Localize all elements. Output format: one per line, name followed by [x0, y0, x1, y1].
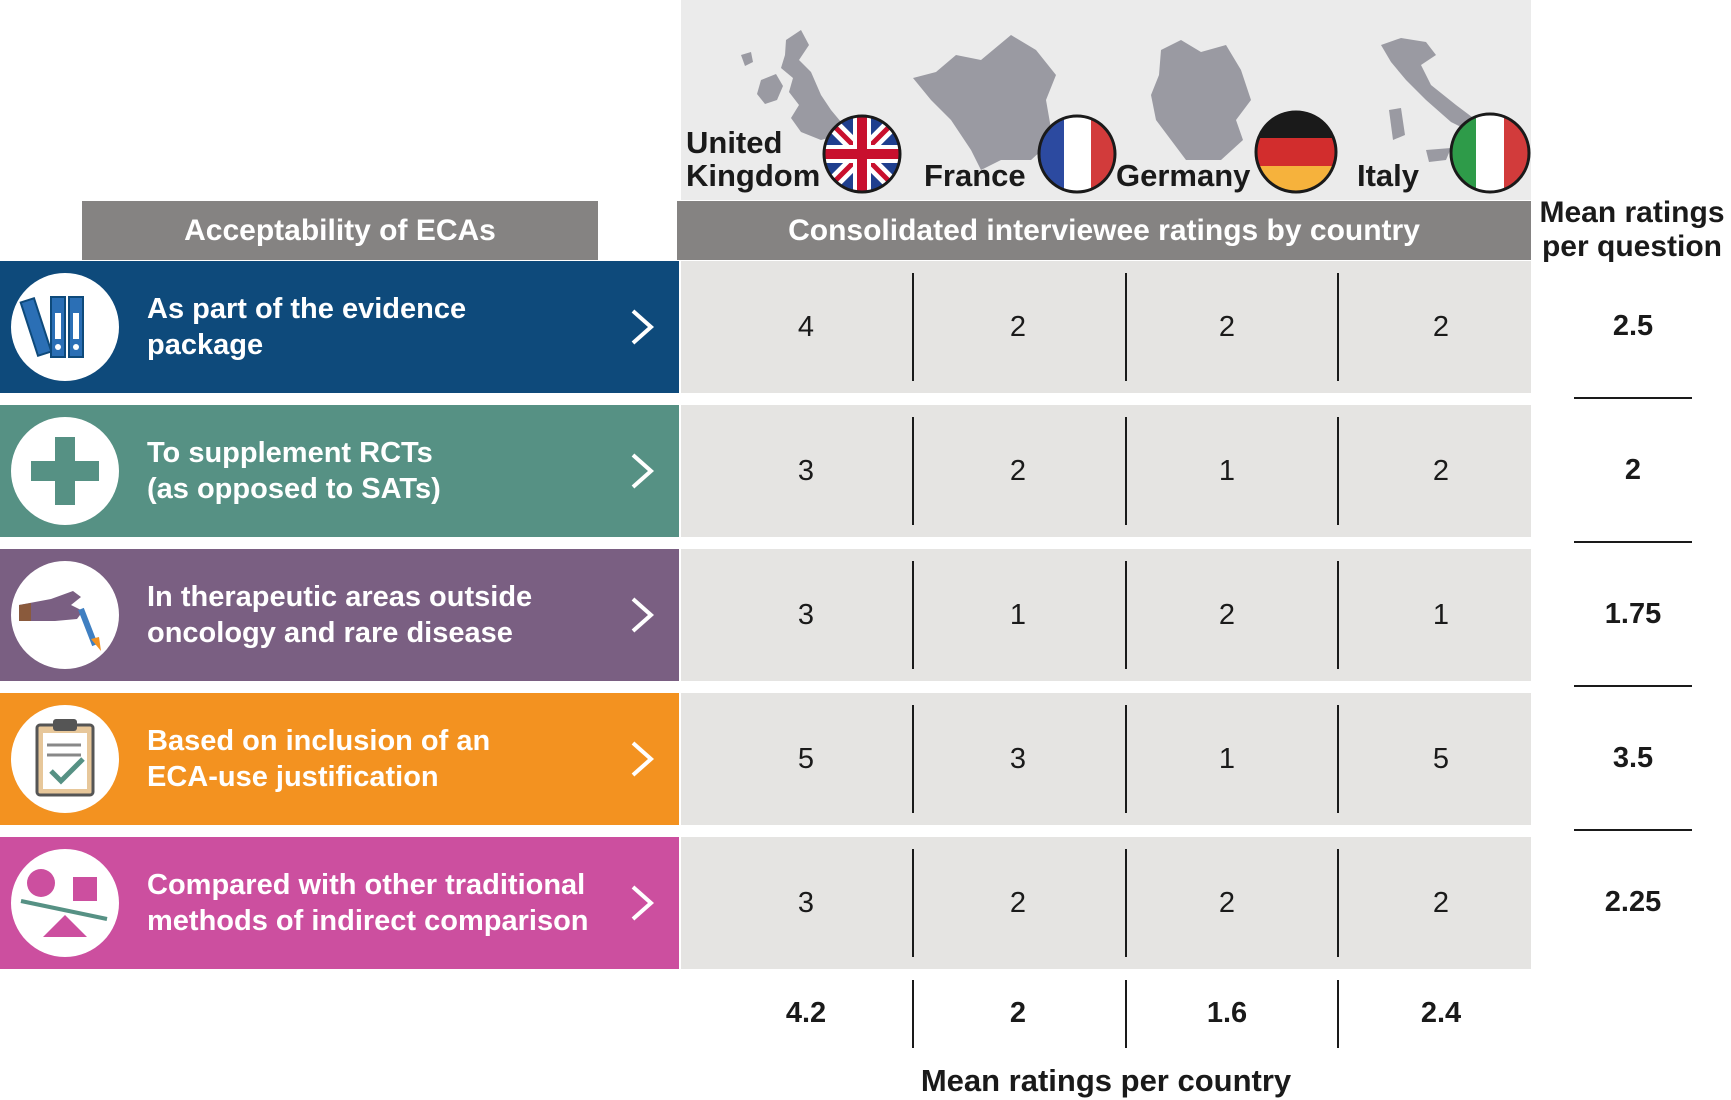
- rating-cell: 1: [1218, 742, 1236, 775]
- rating-cell: 2: [1432, 454, 1450, 487]
- rating-cell: 1: [1009, 598, 1027, 631]
- column-separator: [912, 561, 914, 669]
- rating-cell: 3: [797, 886, 815, 919]
- column-separator: [1125, 849, 1127, 957]
- chevron-right-icon[interactable]: [627, 595, 657, 635]
- acceptability-header: Acceptability of ECAs: [82, 201, 598, 260]
- country-name-uk: United Kingdom: [686, 125, 821, 193]
- column-separator: [1337, 849, 1339, 957]
- gloved-hand-icon: [11, 561, 119, 669]
- ratings-header: Consolidated interviewee ratings by coun…: [677, 201, 1531, 260]
- mean-per-question-header: Mean ratings per question: [1539, 196, 1725, 263]
- mean-separator-line: [1574, 397, 1692, 399]
- column-separator: [1125, 273, 1127, 381]
- ratings-row: 5 3 1 5: [681, 693, 1531, 825]
- italy-flag-icon: [1449, 112, 1531, 194]
- rating-cell: 2: [1432, 886, 1450, 919]
- ratings-row: 4 2 2 2: [681, 261, 1531, 393]
- column-separator: [1337, 561, 1339, 669]
- row-label-text: In therapeutic areas outside oncology an…: [147, 581, 533, 649]
- row-label-text: Based on inclusion of an ECA-use justifi…: [147, 725, 491, 793]
- mean-per-country-value: 2.4: [1420, 997, 1462, 1029]
- row-label-band[interactable]: To supplement RCTs (as opposed to SATs): [0, 405, 679, 537]
- binders-icon: [11, 273, 119, 381]
- column-separator: [1337, 980, 1339, 1048]
- ratings-row: 3 2 2 2: [681, 837, 1531, 969]
- germany-map-icon: [1151, 40, 1251, 160]
- rating-cell: 1: [1218, 454, 1236, 487]
- column-separator: [1125, 417, 1127, 525]
- country-name-italy: Italy: [1357, 158, 1420, 193]
- mean-separator-line: [1574, 829, 1692, 831]
- row-label-band[interactable]: In therapeutic areas outside oncology an…: [0, 549, 679, 681]
- chevron-right-icon[interactable]: [627, 451, 657, 491]
- mean-separator-line: [1574, 541, 1692, 543]
- mean-per-country-value: 1.6: [1206, 997, 1248, 1029]
- rating-cell: 3: [797, 454, 815, 487]
- france-map-icon: [913, 35, 1056, 170]
- rating-cell: 3: [1009, 742, 1027, 775]
- chevron-right-icon[interactable]: [627, 883, 657, 923]
- mean-per-question-value: 2: [1624, 454, 1642, 486]
- column-separator: [1337, 273, 1339, 381]
- mean-per-question-value: 1.75: [1604, 598, 1662, 630]
- plus-icon: [11, 417, 119, 525]
- rating-cell: 2: [1218, 886, 1236, 919]
- country-name-france: France: [924, 158, 1026, 193]
- column-separator: [1125, 561, 1127, 669]
- mean-per-question-value: 2.25: [1604, 886, 1662, 918]
- italy-map-icon: [1381, 38, 1476, 162]
- column-separator: [912, 273, 914, 381]
- mean-per-country-value: 2: [1009, 997, 1027, 1029]
- column-separator: [912, 849, 914, 957]
- rating-cell: 2: [1432, 310, 1450, 343]
- shapes-balance-icon: [11, 849, 119, 957]
- france-flag-icon: [1037, 114, 1117, 194]
- mean-separator-line: [1574, 685, 1692, 687]
- mean-per-country-value: 4.2: [785, 997, 827, 1029]
- uk-flag-icon: [822, 114, 902, 194]
- row-label-band[interactable]: Compared with other traditional methods …: [0, 837, 679, 969]
- clipboard-icon: [11, 705, 119, 813]
- rating-cell: 2: [1009, 454, 1027, 487]
- ratings-row: 3 1 2 1: [681, 549, 1531, 681]
- row-label-band[interactable]: Based on inclusion of an ECA-use justifi…: [0, 693, 679, 825]
- rating-cell: 2: [1218, 598, 1236, 631]
- mean-per-country-label: Mean ratings per country: [920, 1063, 1292, 1098]
- rating-cell: 1: [1432, 598, 1450, 631]
- rating-cell: 2: [1009, 886, 1027, 919]
- rating-cell: 3: [797, 598, 815, 631]
- germany-flag-icon: [1254, 110, 1338, 194]
- rating-cell: 4: [797, 310, 815, 343]
- row-label-text: Compared with other traditional methods …: [147, 869, 589, 937]
- row-label-band[interactable]: As part of the evidence package: [0, 261, 679, 393]
- rating-cell: 2: [1218, 310, 1236, 343]
- chevron-right-icon[interactable]: [627, 307, 657, 347]
- column-separator: [1337, 705, 1339, 813]
- row-label-text: As part of the evidence package: [147, 293, 467, 361]
- country-maps: [741, 30, 1476, 170]
- column-separator: [1337, 417, 1339, 525]
- country-name-germany: Germany: [1116, 158, 1251, 193]
- column-separator: [912, 417, 914, 525]
- rating-cell: 2: [1009, 310, 1027, 343]
- column-separator: [912, 980, 914, 1048]
- ratings-row: 3 2 1 2: [681, 405, 1531, 537]
- mean-per-question-value: 3.5: [1612, 742, 1654, 774]
- row-label-text: To supplement RCTs (as opposed to SATs): [147, 437, 441, 505]
- rating-cell: 5: [797, 742, 815, 775]
- column-separator: [1125, 705, 1127, 813]
- mean-per-question-value: 2.5: [1612, 310, 1654, 342]
- rating-cell: 5: [1432, 742, 1450, 775]
- uk-map-icon: [741, 30, 841, 140]
- column-separator: [1125, 980, 1127, 1048]
- chevron-right-icon[interactable]: [627, 739, 657, 779]
- column-separator: [912, 705, 914, 813]
